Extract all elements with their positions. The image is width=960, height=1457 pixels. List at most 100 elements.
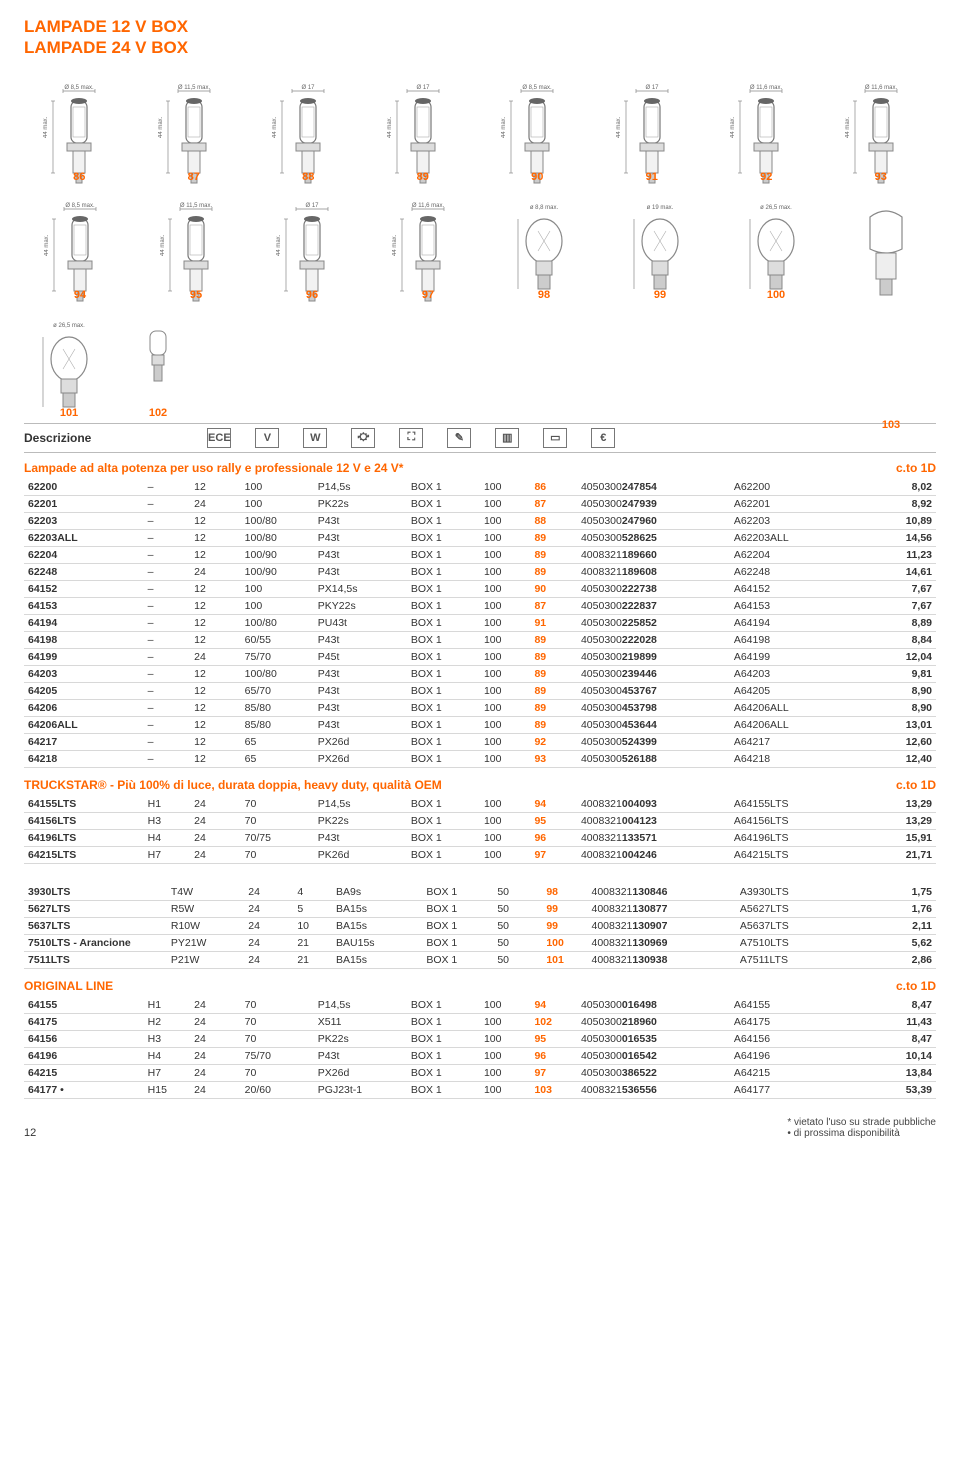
- table-cell: A64152: [730, 580, 850, 597]
- table-cell: 4050300016535: [577, 1030, 730, 1047]
- table-cell: 12: [190, 546, 241, 563]
- table-cell: 62203: [24, 512, 144, 529]
- table-cell: A64218: [730, 750, 850, 767]
- table-cell: 100: [241, 580, 314, 597]
- table-cell: 64217: [24, 733, 144, 750]
- table-row: 62248–24100/90P43tBOX 110089400832118960…: [24, 563, 936, 580]
- table-cell: 64205: [24, 682, 144, 699]
- table-cell: 89: [530, 716, 577, 733]
- table-cell: 4050300526188: [577, 750, 730, 767]
- table-cell: 21: [293, 951, 332, 968]
- table-cell: 75/70: [241, 648, 314, 665]
- table-cell: BOX 1: [407, 665, 480, 682]
- table-cell: 4008321004093: [577, 796, 730, 813]
- table-cell: 4050300222837: [577, 597, 730, 614]
- table-row: 64199–2475/70P45tBOX 1100894050300219899…: [24, 648, 936, 665]
- table-cell: 100: [480, 829, 531, 846]
- table-cell: 53,39: [849, 1081, 936, 1098]
- section-title: TRUCKSTAR® - Più 100% di luce, durata do…: [24, 778, 936, 792]
- table-cell: BOX 1: [407, 733, 480, 750]
- table-cell: 103: [530, 1081, 577, 1098]
- table-cell: 100: [480, 648, 531, 665]
- table-cell: 4050300453798: [577, 699, 730, 716]
- table-cell: BOX 1: [407, 699, 480, 716]
- table-cell: 100: [480, 529, 531, 546]
- bulb-number: 103: [882, 419, 900, 431]
- table-cell: 100: [480, 1030, 531, 1047]
- table-cell: 4008321130877: [588, 900, 736, 917]
- table-cell: 95: [530, 1030, 577, 1047]
- table-cell: A64215: [730, 1064, 850, 1081]
- table-cell: 97: [530, 846, 577, 863]
- table-cell: BOX 1: [422, 934, 493, 951]
- svg-text:Ø 17: Ø 17: [416, 85, 430, 91]
- table-cell: 13,01: [849, 716, 936, 733]
- table-cell: 98: [542, 884, 587, 901]
- table-cell: P14,5s: [314, 997, 407, 1014]
- table-cell: A64198: [730, 631, 850, 648]
- table-cell: 20/60: [241, 1081, 314, 1098]
- table-cell: 64206: [24, 699, 144, 716]
- table-cell: BOX 1: [407, 563, 480, 580]
- table-cell: 1,75: [852, 884, 936, 901]
- header-icon: ✎: [447, 428, 471, 448]
- table-cell: BOX 1: [407, 1047, 480, 1064]
- table-cell: BOX 1: [407, 479, 480, 496]
- table-cell: BOX 1: [407, 716, 480, 733]
- table-row: 5637LTSR10W2410BA15sBOX 1509940083211309…: [24, 917, 936, 934]
- table-cell: BOX 1: [407, 597, 480, 614]
- table-cell: 65: [241, 733, 314, 750]
- table-cell: A64156LTS: [730, 812, 850, 829]
- table-cell: P43t: [314, 682, 407, 699]
- table-cell: BOX 1: [407, 1081, 480, 1098]
- table-cell: 9,81: [849, 665, 936, 682]
- header-icon: ECE: [207, 428, 231, 448]
- table-cell: H1: [144, 997, 191, 1014]
- table-cell: 89: [530, 665, 577, 682]
- table-cell: 24: [190, 997, 241, 1014]
- table-cell: P43t: [314, 529, 407, 546]
- table-row: 64215H72470PX26dBOX 1100974050300386522A…: [24, 1064, 936, 1081]
- table-cell: 24: [244, 951, 293, 968]
- table-cell: 85/80: [241, 716, 314, 733]
- table-cell: PK22s: [314, 1030, 407, 1047]
- table-cell: 96: [530, 829, 577, 846]
- table-cell: BA15s: [332, 900, 422, 917]
- table-row: 64196H42475/70P43tBOX 110096405030001654…: [24, 1047, 936, 1064]
- table-cell: A62203ALL: [730, 529, 850, 546]
- table-cell: 24: [190, 812, 241, 829]
- table-cell: 7,67: [849, 597, 936, 614]
- table-cell: 100: [542, 934, 587, 951]
- table-cell: A64155LTS: [730, 796, 850, 813]
- bulb-number: 102: [149, 407, 167, 419]
- table-cell: 4050300222028: [577, 631, 730, 648]
- table-cell: 64153: [24, 597, 144, 614]
- table-cell: BOX 1: [407, 529, 480, 546]
- table-cell: 8,89: [849, 614, 936, 631]
- table-cell: PKY22s: [314, 597, 407, 614]
- table-row: 7511LTSP21W2421BA15sBOX 1501014008321130…: [24, 951, 936, 968]
- table-cell: 11,23: [849, 546, 936, 563]
- table-cell: 2,86: [852, 951, 936, 968]
- svg-text:Ø 11,6 max.: Ø 11,6 max.: [865, 85, 898, 91]
- svg-text:Ø 17: Ø 17: [305, 203, 319, 209]
- table-cell: –: [144, 682, 191, 699]
- table-cell: 12: [190, 631, 241, 648]
- table-cell: 12: [190, 529, 241, 546]
- table-cell: 24: [190, 1047, 241, 1064]
- table-cell: A5627LTS: [736, 900, 852, 917]
- table-cell: 12: [190, 750, 241, 767]
- table-cell: BA9s: [332, 884, 422, 901]
- table-cell: A62203: [730, 512, 850, 529]
- table-cell: 4008321130938: [588, 951, 736, 968]
- table-row: 64198–1260/55P43tBOX 1100894050300222028…: [24, 631, 936, 648]
- table-cell: 64156: [24, 1030, 144, 1047]
- table-cell: 96: [530, 1047, 577, 1064]
- bulb-number: 91: [646, 171, 658, 183]
- table-cell: BOX 1: [407, 495, 480, 512]
- page-footer: 12 * vietato l'uso su strade pubbliche •…: [24, 1117, 936, 1139]
- section-title: ORIGINAL LINEc.to 1D: [24, 979, 936, 993]
- table-cell: 93: [530, 750, 577, 767]
- table-cell: 95: [530, 812, 577, 829]
- table-cell: A7510LTS: [736, 934, 852, 951]
